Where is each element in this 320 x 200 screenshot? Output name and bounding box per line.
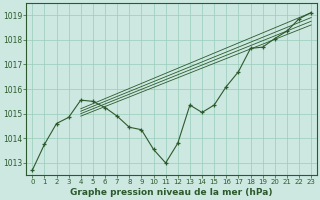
- X-axis label: Graphe pression niveau de la mer (hPa): Graphe pression niveau de la mer (hPa): [70, 188, 273, 197]
